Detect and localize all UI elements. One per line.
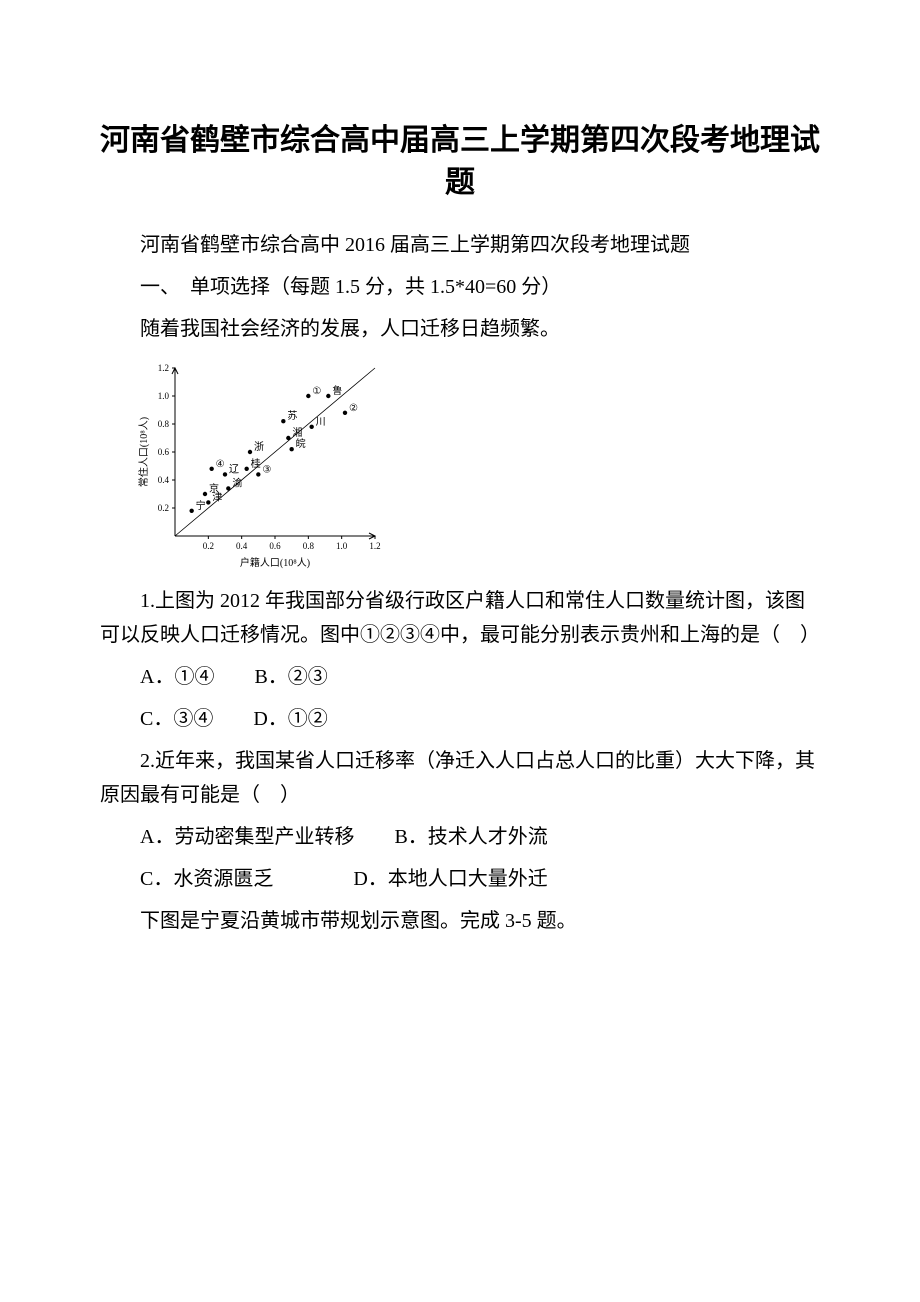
intro-paragraph: 随着我国社会经济的发展，人口迁移日趋频繁。 bbox=[100, 312, 820, 346]
svg-text:鲁: 鲁 bbox=[333, 384, 343, 397]
question-2-options-row2: C．水资源匮乏 D．本地人口大量外迁 bbox=[100, 862, 820, 896]
svg-text:③: ③ bbox=[263, 464, 272, 475]
svg-text:浙: 浙 bbox=[254, 441, 264, 453]
section-heading: 一、 单项选择（每题 1.5 分，共 1.5*40=60 分） bbox=[100, 270, 820, 304]
svg-text:湘: 湘 bbox=[293, 426, 303, 439]
svg-text:川: 川 bbox=[316, 417, 326, 428]
svg-text:皖: 皖 bbox=[296, 437, 306, 450]
svg-text:0.8: 0.8 bbox=[303, 541, 315, 551]
svg-text:1.0: 1.0 bbox=[158, 391, 170, 401]
svg-text:1.2: 1.2 bbox=[158, 363, 169, 373]
svg-text:宁: 宁 bbox=[196, 499, 206, 512]
svg-text:户籍人口(10⁸人): 户籍人口(10⁸人) bbox=[240, 556, 310, 569]
svg-text:④: ④ bbox=[216, 459, 225, 470]
svg-text:②: ② bbox=[349, 403, 358, 414]
svg-text:常住人口(10⁸人): 常住人口(10⁸人) bbox=[137, 417, 150, 487]
svg-text:0.4: 0.4 bbox=[236, 541, 248, 551]
question-1-options-row2: C．③④ D．①② bbox=[100, 702, 820, 736]
svg-text:0.6: 0.6 bbox=[270, 541, 282, 551]
svg-text:0.8: 0.8 bbox=[158, 419, 170, 429]
svg-text:①: ① bbox=[313, 386, 322, 397]
svg-text:1.0: 1.0 bbox=[336, 541, 348, 551]
svg-text:苏: 苏 bbox=[288, 409, 298, 422]
svg-text:0.2: 0.2 bbox=[203, 541, 214, 551]
svg-text:0.2: 0.2 bbox=[158, 503, 169, 513]
svg-text:0.6: 0.6 bbox=[158, 447, 170, 457]
question-1-options-row1: A．①④ B．②③ bbox=[100, 660, 820, 694]
question-2-options-row1: A．劳动密集型产业转移 B．技术人才外流 bbox=[100, 820, 820, 854]
document-content: 河南省鹤壁市综合高中届高三上学期第四次段考地理试题 河南省鹤壁市综合高中 201… bbox=[100, 120, 820, 938]
svg-text:1.2: 1.2 bbox=[370, 541, 381, 551]
svg-text:渝: 渝 bbox=[233, 476, 243, 489]
next-section-intro: 下图是宁夏沿黄城市带规划示意图。完成 3-5 题。 bbox=[100, 904, 820, 938]
scatter-chart: 0.20.40.60.81.01.20.20.40.60.81.01.2京津宁渝… bbox=[135, 360, 385, 570]
question-2-stem: 2.近年来，我国某省人口迁移率（净迁入人口占总人口的比重）大大下降，其原因最有可… bbox=[100, 744, 820, 812]
svg-text:津: 津 bbox=[213, 491, 223, 503]
document-title: 河南省鹤壁市综合高中届高三上学期第四次段考地理试题 bbox=[100, 120, 820, 204]
question-1-stem: 1.上图为 2012 年我国部分省级行政区户籍人口和常住人口数量统计图，该图可以… bbox=[100, 584, 820, 652]
svg-text:0.4: 0.4 bbox=[158, 475, 170, 485]
svg-text:辽: 辽 bbox=[229, 463, 239, 475]
subtitle-line: 河南省鹤壁市综合高中 2016 届高三上学期第四次段考地理试题 bbox=[100, 228, 820, 262]
svg-text:桂: 桂 bbox=[251, 457, 261, 470]
